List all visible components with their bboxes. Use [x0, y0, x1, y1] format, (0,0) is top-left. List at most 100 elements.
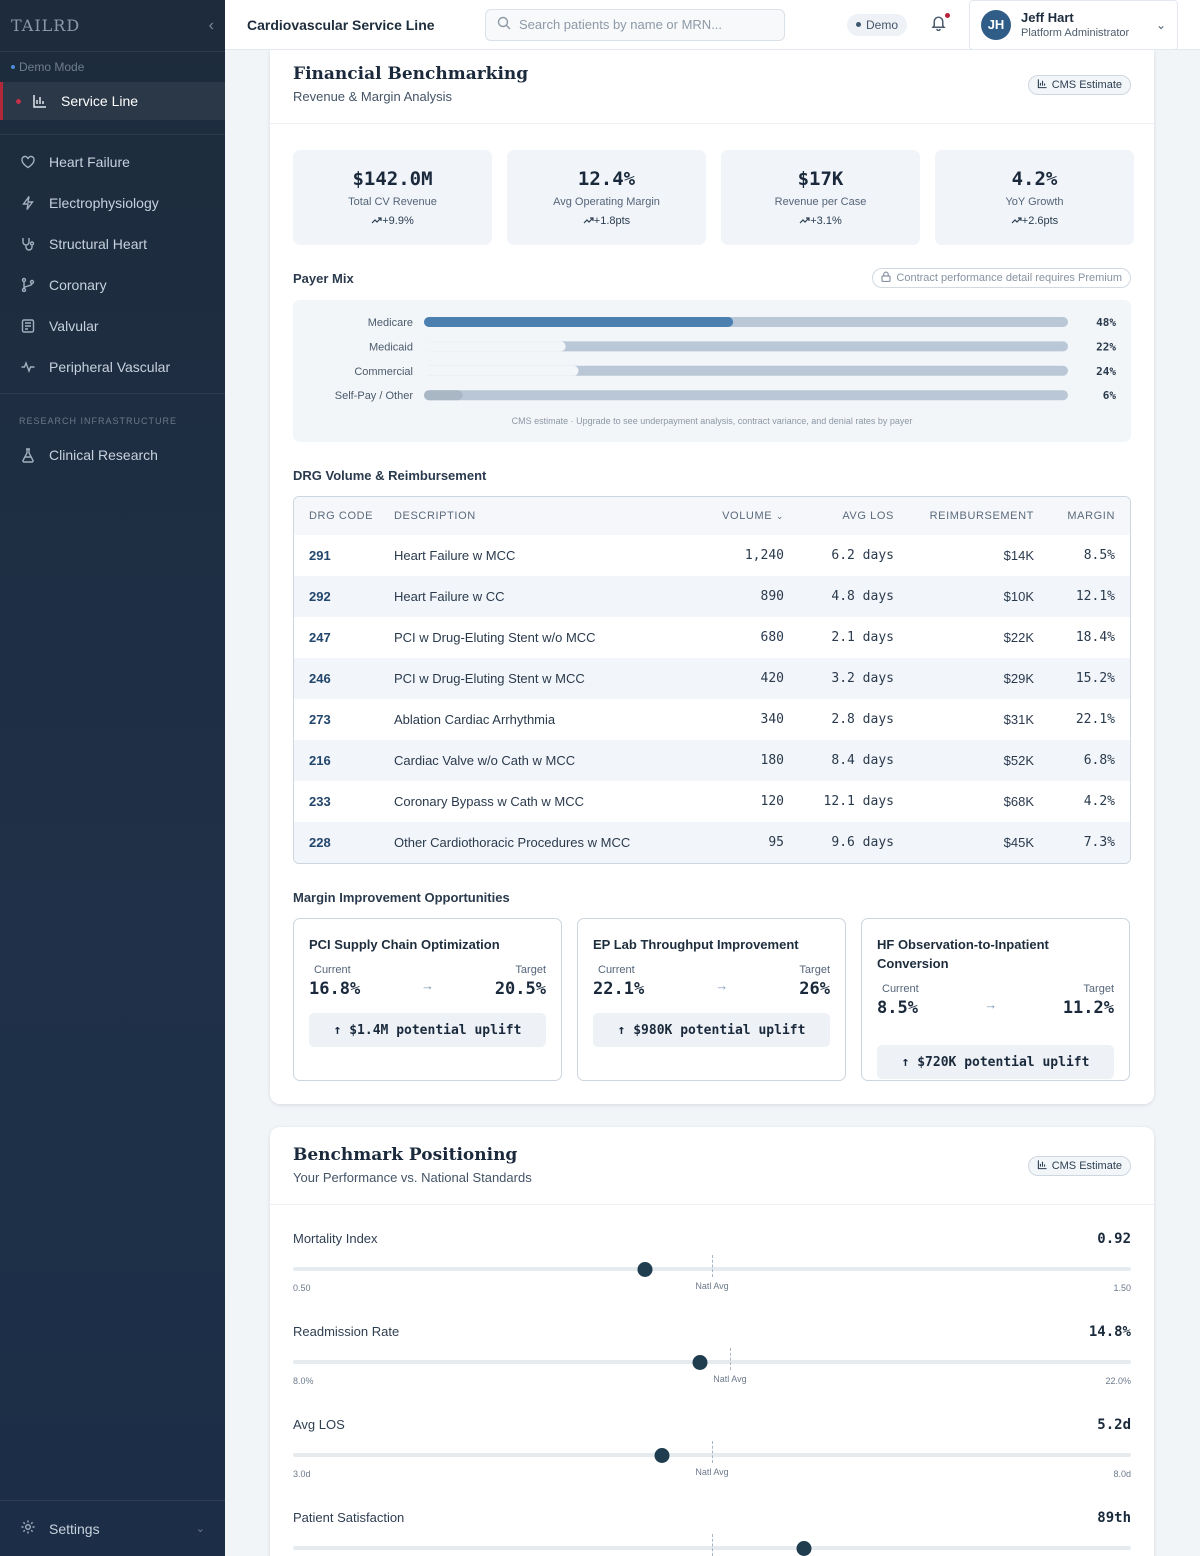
drg-avg-los: 2.8 days [831, 712, 894, 727]
payer-value: 6% [1103, 389, 1117, 402]
arrow-right-icon: → [984, 997, 998, 1012]
stethoscope-icon [20, 236, 36, 252]
lock-note: Contract performance detail requires Pre… [896, 272, 1122, 284]
table-row[interactable]: 292 Heart Failure w CC 890 4.8 days $10K 12.1… [294, 576, 1130, 617]
user-menu[interactable]: JH Jeff Hart Platform Administrator ⌄ [969, 0, 1179, 50]
drg-title: DRG Volume & Reimbursement [293, 468, 487, 483]
sidebar-header: TAILRD ‹ [0, 0, 225, 52]
drg-margin: 15.2% [1034, 658, 1130, 699]
demo-badge-label: Demo [866, 17, 899, 32]
cms-estimate-badge: CMS Estimate [1027, 1156, 1131, 1176]
benchmark-metric: Readmission Rate 14.8% Natl Avg 8.0% 22.0% [293, 1324, 1131, 1404]
drg-avg-los: 6.2 days [831, 548, 894, 563]
current-label: Current [882, 983, 919, 995]
payer-value: 48% [1096, 316, 1116, 329]
sidebar-item-heart-failure[interactable]: Heart Failure [0, 141, 225, 182]
kpi-card: 4.2% YoY Growth +2.6pts [935, 150, 1134, 245]
trend-up-icon [371, 215, 382, 227]
drg-reimbursement: $68K [1003, 794, 1034, 809]
table-row[interactable]: 228 Other Cardiothoracic Procedures w MCC… [294, 822, 1130, 863]
sidebar-item-valvular[interactable]: Valvular [0, 305, 225, 346]
flask-icon [20, 447, 36, 463]
payer-bar-track [424, 341, 1068, 352]
drg-code: 291 [309, 548, 331, 563]
payer-bar [421, 365, 579, 376]
table-row[interactable]: 273 Ablation Cardiac Arrhythmia 340 2.8 day… [294, 699, 1130, 740]
settings-button[interactable]: Settings ⌄ [0, 1500, 225, 1556]
current-value: 16.8% [309, 979, 361, 999]
payer-value: 22% [1096, 340, 1116, 353]
table-header-row: DRG CODE DESCRIPTION VOLUME ⌄ AVG LOS RE… [294, 497, 1130, 535]
kpi-label: YoY Growth [1005, 196, 1064, 208]
national-average-label: Natl Avg [695, 1281, 729, 1291]
opportunity-card[interactable]: EP Lab Throughput Improvement Current 22.1… [577, 918, 846, 1081]
opportunity-values: Current 16.8% → Target 20.5% [309, 964, 546, 999]
national-average-label: Natl Avg [713, 1374, 747, 1384]
search-input[interactable]: Search patients by name or MRN... [485, 8, 785, 41]
drg-margin: 18.4% [1075, 630, 1115, 645]
kpi-card: 12.4% Avg Operating Margin +1.8pts [507, 150, 706, 245]
financial-benchmarking-card: Financial Benchmarking Revenue & Margin … [270, 50, 1154, 1104]
national-average-marker [712, 1534, 713, 1556]
premium-lock-badge[interactable]: Contract performance detail requires Pre… [872, 268, 1131, 288]
target-column: Target 26% [799, 964, 830, 999]
drg-margin: 7.3% [1034, 822, 1130, 863]
opportunity-card[interactable]: PCI Supply Chain Optimization Current 16.8… [293, 918, 562, 1081]
arrow-right-icon: → [421, 978, 434, 993]
drg-reimbursement: $45K [894, 822, 1034, 863]
sidebar-item-label: Coronary [49, 276, 107, 293]
drg-code: 247 [309, 630, 331, 645]
drg-description: Ablation Cardiac Arrhythmia [394, 712, 556, 727]
sidebar-item-clinical-research[interactable]: Clinical Research [0, 434, 225, 475]
metric-value: 89th [1097, 1510, 1131, 1526]
kpi-delta: +1.8pts [583, 215, 630, 227]
opportunity-values: Current 22.1% → Target 26% [593, 964, 830, 999]
drg-volume: 95 [684, 822, 784, 863]
app-logo: TAILRD [11, 16, 81, 35]
sidebar-item-label: Valvular [49, 317, 99, 334]
benchmark-metric: Mortality Index 0.92 Natl Avg 0.50 1.50 [293, 1231, 1131, 1311]
column-header-description[interactable]: DESCRIPTION [394, 497, 684, 535]
bar-chart-icon [1037, 78, 1048, 92]
opportunity-card[interactable]: HF Observation-to-Inpatient Conversion Cu… [861, 918, 1130, 1081]
drg-reimbursement: $52K [894, 740, 1034, 781]
gear-icon [20, 1519, 36, 1538]
column-header-reimbursement[interactable]: REIMBURSEMENT [894, 497, 1034, 535]
table-row[interactable]: 233 Coronary Bypass w Cath w MCC 120 12.1 d… [294, 781, 1130, 822]
target-column: Target 20.5% [495, 964, 546, 999]
table-row[interactable]: 246 PCI w Drug-Eluting Stent w MCC 420 3.2 … [294, 658, 1130, 699]
metric-name: Readmission Rate [293, 1324, 400, 1339]
sidebar-item-coronary[interactable]: Coronary [0, 264, 225, 305]
table-row[interactable]: 247 PCI w Drug-Eluting Stent w/o MCC 680 2.… [294, 617, 1130, 658]
drg-avg-los: 4.8 days [784, 576, 894, 617]
drg-avg-los: 9.6 days [784, 822, 894, 863]
column-header-volume[interactable]: VOLUME ⌄ [684, 497, 784, 535]
column-header-margin[interactable]: MARGIN [1034, 497, 1130, 535]
notifications-button[interactable] [925, 11, 952, 38]
table-row[interactable]: 291 Heart Failure w MCC 1,240 6.2 days $14K 8… [294, 535, 1130, 576]
sidebar-item-structural-heart[interactable]: Structural Heart [0, 223, 225, 264]
demo-mode-indicator: Demo Mode [0, 52, 225, 74]
column-header-code[interactable]: DRG CODE [294, 497, 394, 535]
column-header-los[interactable]: AVG LOS [784, 497, 894, 535]
branch-icon [20, 277, 36, 293]
sidebar-item-service-line[interactable]: Service Line [0, 82, 225, 120]
opportunity-values: Current 8.5% → Target 11.2% [877, 983, 1114, 1018]
drg-code: 273 [309, 712, 331, 727]
metric-value: 5.2d [1097, 1417, 1131, 1433]
card-header: Benchmark Positioning Your Performance v… [270, 1127, 1154, 1205]
drg-reimbursement: $22K [1003, 630, 1034, 645]
badge-label: CMS Estimate [1051, 79, 1122, 91]
current-column: Current 22.1% [593, 964, 644, 999]
drg-avg-los: 2.1 days [831, 630, 894, 645]
table-row[interactable]: 216 Cardiac Valve w/o Cath w MCC 180 8.4 da… [294, 740, 1130, 781]
demo-badge: Demo [847, 13, 908, 36]
user-role: Platform Administrator [1021, 27, 1130, 39]
target-label: Target [1083, 983, 1114, 995]
current-label: Current [598, 964, 635, 976]
collapse-sidebar-icon[interactable]: ‹ [208, 16, 214, 34]
volume-header-label: VOLUME [722, 510, 773, 522]
sidebar-item-electrophysiology[interactable]: Electrophysiology [0, 182, 225, 223]
sidebar-item-peripheral-vascular[interactable]: Peripheral Vascular [0, 346, 225, 387]
target-label: Target [515, 964, 546, 976]
